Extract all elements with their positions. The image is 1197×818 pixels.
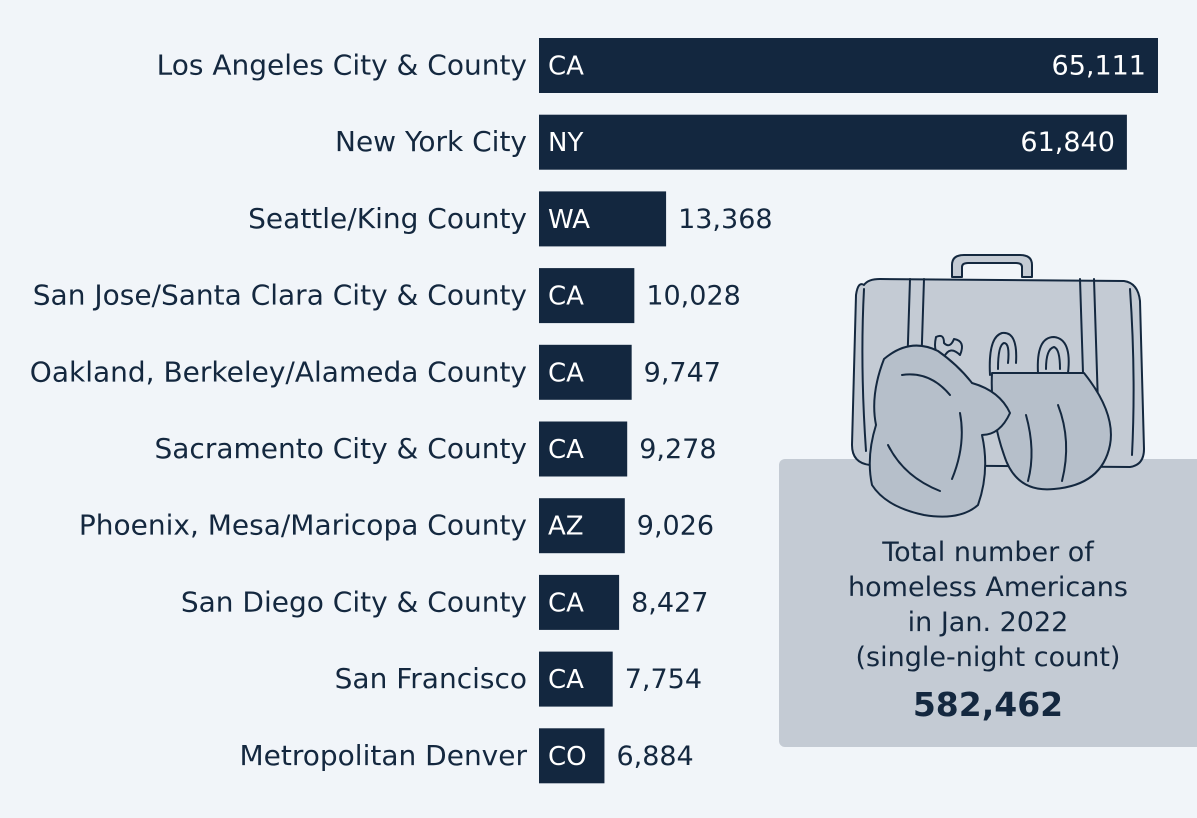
state-label: CA [548,665,584,695]
category-label: Metropolitan Denver [240,739,528,772]
value-label: 8,427 [631,587,708,618]
info-description: Total number of homeless Americans in Ja… [779,535,1197,675]
state-label: AZ [548,512,584,542]
category-label: Oakland, Berkeley/Alameda County [30,355,527,388]
state-label: CA [548,435,584,465]
value-label: 65,111 [1052,51,1146,82]
info-line: in Jan. 2022 [907,607,1069,638]
homeless-belongings-icon [851,254,1145,518]
state-label: CA [548,588,584,618]
category-label: San Jose/Santa Clara City & County [33,279,527,312]
category-label: New York City [335,125,527,158]
value-label: 9,026 [637,511,714,542]
category-label: Sacramento City & County [155,432,528,465]
value-label: 6,884 [616,741,693,772]
total-homeless-value: 582,462 [912,685,1064,724]
value-label: 13,368 [678,204,772,235]
value-label: 10,028 [646,281,740,312]
category-label: Phoenix, Mesa/Maricopa County [79,509,527,542]
value-label: 9,747 [644,357,721,388]
category-label: Seattle/King County [248,202,527,235]
bar [539,574,620,630]
state-label: CA [548,358,584,388]
state-label: CA [548,52,584,82]
category-label: San Francisco [335,662,527,695]
info-box: Total number of homeless Americans in Ja… [779,459,1197,747]
state-label: WA [548,205,590,235]
bar [539,38,1158,93]
value-label: 7,754 [625,664,702,695]
bar [539,268,635,324]
bar [539,191,667,247]
category-label: San Diego City & County [181,585,527,618]
category-label: Los Angeles City & County [157,49,527,82]
value-label: 9,278 [639,434,716,465]
bar [539,498,625,554]
bar [539,344,632,400]
bar [539,728,605,784]
info-line: homeless Americans [848,572,1128,603]
bar [539,421,628,477]
bar [539,114,1127,170]
state-label: NY [548,128,583,158]
bar [539,651,613,707]
info-line: Total number of [882,537,1094,568]
state-label: CA [548,282,584,312]
state-label: CO [548,742,587,772]
info-line: (single-night count) [855,642,1121,673]
value-label: 61,840 [1020,127,1114,158]
